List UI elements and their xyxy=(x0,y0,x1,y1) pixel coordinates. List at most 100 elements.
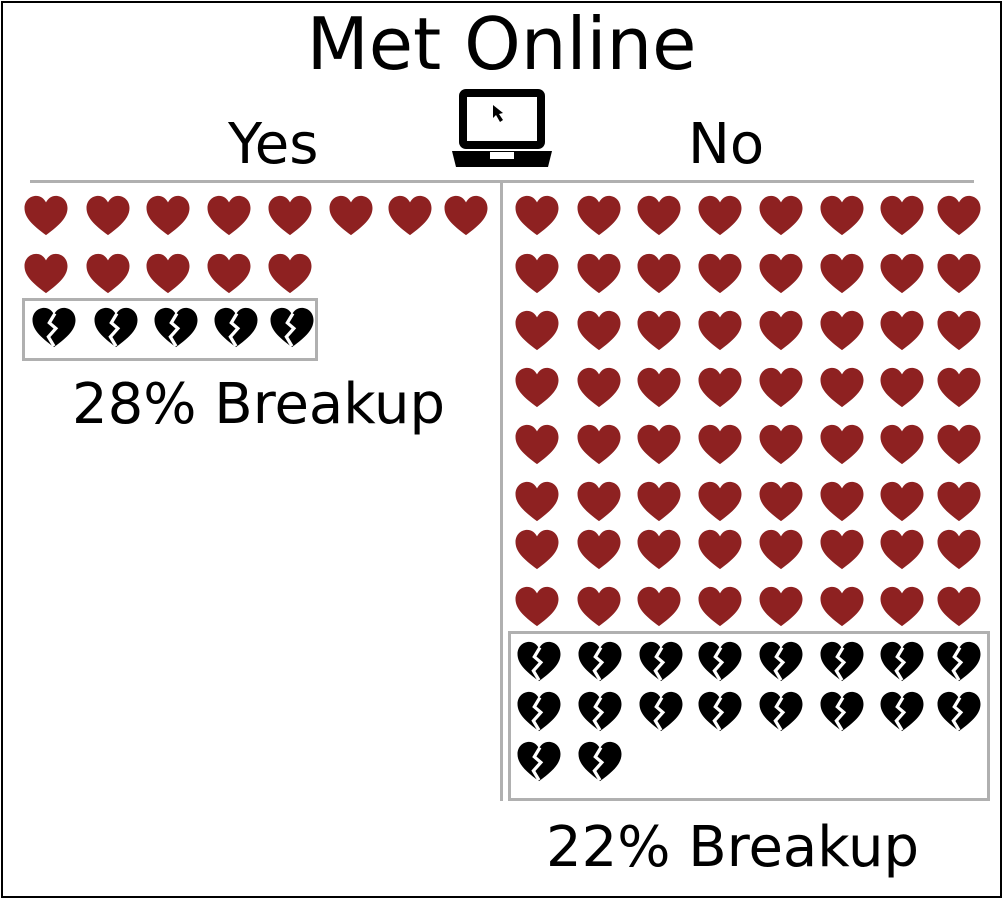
heart-icon xyxy=(86,195,130,236)
heart-icon xyxy=(515,195,559,236)
heart-icon xyxy=(820,367,864,408)
heart-icon xyxy=(268,195,312,236)
heart-icon xyxy=(146,195,190,236)
broken-heart-icon xyxy=(270,307,314,348)
heart-icon xyxy=(146,253,190,294)
broken-heart-icon xyxy=(759,691,803,732)
heart-icon xyxy=(515,310,559,351)
heart-icon xyxy=(759,481,803,522)
broken-heart-icon xyxy=(820,691,864,732)
heart-icon xyxy=(820,586,864,627)
heart-icon xyxy=(637,367,681,408)
broken-heart-icon xyxy=(32,307,76,348)
heart-icon xyxy=(880,253,924,294)
heart-icon xyxy=(820,253,864,294)
heart-icon xyxy=(388,195,432,236)
heart-icon xyxy=(820,195,864,236)
heart-icon xyxy=(515,367,559,408)
heart-icon xyxy=(577,253,621,294)
broken-heart-icon xyxy=(214,307,258,348)
broken-heart-icon xyxy=(154,307,198,348)
heart-icon xyxy=(880,481,924,522)
broken-heart-icon xyxy=(94,307,138,348)
heart-icon xyxy=(86,253,130,294)
heart-icon xyxy=(759,253,803,294)
heart-icon xyxy=(698,424,742,465)
heart-icon xyxy=(937,367,981,408)
broken-heart-icon xyxy=(937,641,981,682)
broken-heart-icon xyxy=(517,691,561,732)
heart-icon xyxy=(637,586,681,627)
heart-icon xyxy=(577,195,621,236)
column-label-yes: Yes xyxy=(228,112,319,177)
heart-icon xyxy=(637,195,681,236)
column-label-no: No xyxy=(688,112,765,177)
heart-icon xyxy=(880,367,924,408)
heart-icon xyxy=(637,481,681,522)
heart-icon xyxy=(637,310,681,351)
breakup-box-no xyxy=(508,631,990,801)
heart-icon xyxy=(698,586,742,627)
broken-heart-icon xyxy=(937,691,981,732)
heart-icon xyxy=(577,424,621,465)
breakup-label-yes: 28% Breakup xyxy=(72,372,445,437)
broken-heart-icon xyxy=(639,641,683,682)
breakup-box-yes xyxy=(22,298,318,361)
heart-icon xyxy=(515,253,559,294)
broken-heart-icon xyxy=(759,641,803,682)
heart-icon xyxy=(937,424,981,465)
laptop-cursor-icon xyxy=(452,89,552,167)
heart-icon xyxy=(207,253,251,294)
heart-icon xyxy=(577,529,621,570)
heart-icon xyxy=(937,253,981,294)
heart-icon xyxy=(759,424,803,465)
heart-icon xyxy=(207,195,251,236)
heart-icon xyxy=(698,253,742,294)
heart-icon xyxy=(880,195,924,236)
heart-icon xyxy=(515,481,559,522)
heart-icon xyxy=(880,586,924,627)
heart-icon xyxy=(820,529,864,570)
broken-heart-icon xyxy=(880,691,924,732)
heart-icon xyxy=(515,586,559,627)
heart-icon xyxy=(880,310,924,351)
heart-icon xyxy=(637,529,681,570)
header-divider xyxy=(30,180,974,183)
heart-icon xyxy=(698,529,742,570)
heart-icon xyxy=(577,367,621,408)
heart-icon xyxy=(759,367,803,408)
heart-icon xyxy=(515,424,559,465)
heart-icon xyxy=(698,481,742,522)
heart-icon xyxy=(820,481,864,522)
heart-icon xyxy=(698,310,742,351)
broken-heart-icon xyxy=(578,641,622,682)
heart-icon xyxy=(329,195,373,236)
broken-heart-icon xyxy=(880,641,924,682)
heart-icon xyxy=(937,481,981,522)
broken-heart-icon xyxy=(517,741,561,782)
broken-heart-icon xyxy=(639,691,683,732)
heart-icon xyxy=(444,195,488,236)
heart-icon xyxy=(759,310,803,351)
heart-icon xyxy=(577,586,621,627)
heart-icon xyxy=(937,586,981,627)
broken-heart-icon xyxy=(517,641,561,682)
broken-heart-icon xyxy=(578,741,622,782)
heart-icon xyxy=(880,424,924,465)
heart-icon xyxy=(577,481,621,522)
broken-heart-icon xyxy=(578,691,622,732)
heart-icon xyxy=(759,529,803,570)
heart-icon xyxy=(515,529,559,570)
heart-icon xyxy=(937,529,981,570)
heart-icon xyxy=(637,424,681,465)
heart-icon xyxy=(637,253,681,294)
heart-icon xyxy=(24,253,68,294)
heart-icon xyxy=(937,195,981,236)
heart-icon xyxy=(698,195,742,236)
heart-icon xyxy=(759,586,803,627)
heart-icon xyxy=(820,424,864,465)
heart-icon xyxy=(268,253,312,294)
broken-heart-icon xyxy=(698,641,742,682)
heart-icon xyxy=(880,529,924,570)
column-divider xyxy=(500,183,503,801)
